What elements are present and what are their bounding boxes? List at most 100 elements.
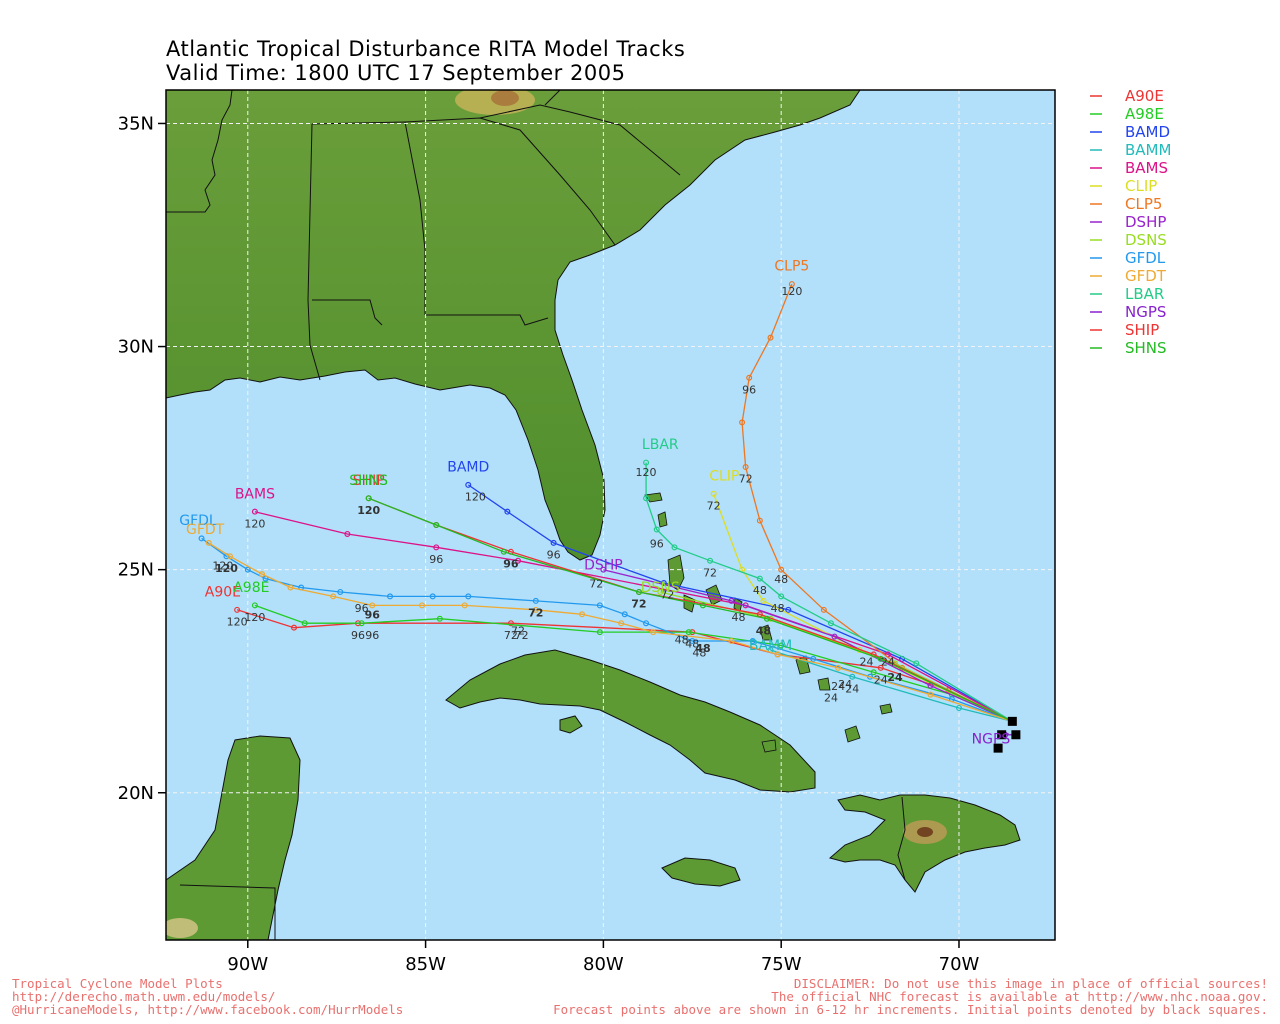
legend-label: GFDT	[1125, 267, 1167, 285]
track-bamd[interactable]	[465, 481, 1013, 722]
model-legend: A90EA98EBAMDBAMMBAMSCLIPCLP5DSHPDSNSGFDL…	[1090, 87, 1171, 357]
legend-item-bamd[interactable]: BAMD	[1090, 123, 1170, 141]
track-label-ngps: NGPS	[972, 732, 1011, 748]
legend-label: A90E	[1125, 87, 1164, 105]
track-point	[699, 602, 706, 609]
forecast-hour-label: 48	[753, 584, 767, 597]
legend-label: NGPS	[1125, 303, 1166, 321]
forecast-hour-label: 72	[504, 629, 518, 642]
forecast-hour-label: 48	[756, 624, 771, 637]
legend-item-clp5[interactable]: CLP5	[1090, 195, 1162, 213]
track-line	[770, 649, 1013, 723]
track-point	[756, 575, 763, 582]
track-line	[603, 569, 1013, 722]
track-point	[515, 557, 522, 564]
legend-item-shns[interactable]: SHNS	[1090, 339, 1167, 357]
forecast-hour-label: 48	[692, 647, 706, 660]
forecast-hour-label: 96	[351, 629, 365, 642]
track-point	[707, 557, 714, 564]
state-borders	[166, 90, 681, 381]
forecast-hour-label: 72	[589, 578, 603, 591]
legend-item-ngps[interactable]: NGPS	[1090, 303, 1166, 321]
legend-item-lbar[interactable]: LBAR	[1090, 285, 1164, 303]
track-point	[244, 566, 251, 573]
forecast-hour-label: 48	[685, 638, 699, 651]
forecast-hour-label: 96	[650, 537, 664, 550]
track-dshp[interactable]	[600, 566, 1013, 722]
track-label-gfdt: GFDT	[186, 522, 225, 538]
lat-tick-label: 35N	[118, 113, 154, 134]
track-shns[interactable]	[365, 495, 1013, 722]
track-point	[259, 571, 266, 578]
track-line	[201, 537, 1013, 723]
legend-item-a98e[interactable]: A98E	[1090, 105, 1164, 123]
forecast-hour-label: 96	[429, 553, 443, 566]
legend-item-clip[interactable]: CLIP	[1090, 177, 1157, 195]
forecast-hour-labels: 120 96 72 48 120 96 72 48 72 48 120 96 72 48 120 96 72 12…	[212, 285, 903, 704]
footer-left-2[interactable]: http://derecho.math.uwm.edu/models/	[12, 989, 275, 1004]
footer-left-1: Tropical Cyclone Model Plots	[12, 976, 223, 991]
track-label-shns: SHNS	[349, 473, 388, 489]
forecast-hour-label: 48	[675, 633, 689, 646]
track-point	[500, 548, 507, 555]
track-label-lbar: LBAR	[642, 437, 679, 453]
legend-label: CLIP	[1125, 177, 1157, 195]
lat-tick-label: 30N	[118, 337, 154, 358]
track-bamm[interactable]	[767, 646, 1013, 723]
legend-item-dsns[interactable]: DSNS	[1090, 231, 1167, 249]
track-label-clip: CLIP	[709, 468, 739, 484]
track-point	[344, 530, 351, 537]
track-point	[291, 624, 298, 631]
footer-right-3: Forecast points above are shown in 6-12 …	[553, 1002, 1268, 1017]
legend-label: GFDL	[1125, 249, 1166, 267]
lat-lon-grid	[166, 90, 1055, 940]
legend-item-a90e[interactable]: A90E	[1090, 87, 1164, 105]
track-line	[467, 484, 1013, 722]
terrain-peak	[491, 90, 519, 106]
lat-tick-label: 25N	[118, 560, 154, 581]
track-point	[877, 664, 884, 671]
initial-point-square	[1007, 716, 1017, 726]
track-point	[831, 633, 838, 640]
track-point	[358, 620, 365, 627]
track-lbar[interactable]	[643, 459, 1013, 722]
track-a98e[interactable]	[251, 602, 1013, 722]
forecast-hour-label: 120	[357, 504, 380, 517]
track-label-ship: SHIP	[353, 473, 385, 489]
track-label-bamm: BAMM	[749, 638, 792, 654]
track-gfdt[interactable]	[205, 539, 1013, 723]
forecast-hour-label: 48	[771, 602, 785, 615]
track-point	[287, 584, 294, 591]
initial-point-square	[993, 743, 1003, 753]
track-point	[596, 629, 603, 636]
footer: Tropical Cyclone Model Plots http://dere…	[12, 976, 1268, 1017]
track-point	[596, 602, 603, 609]
lon-tick-label: 90W	[227, 954, 268, 975]
track-point	[369, 602, 376, 609]
track-label-a90e: A90E	[205, 584, 241, 600]
legend-item-gfdt[interactable]: GFDT	[1090, 267, 1167, 285]
forecast-hour-label: 24	[887, 671, 903, 684]
legend-item-dshp[interactable]: DSHP	[1090, 213, 1166, 231]
track-point	[927, 691, 934, 698]
track-point	[621, 611, 628, 618]
terrain-central-america	[166, 918, 198, 938]
forecast-hour-label: 96	[365, 609, 381, 622]
legend-label: SHIP	[1125, 321, 1159, 339]
legend-item-bamm[interactable]: BAMM	[1090, 141, 1171, 159]
track-point	[643, 495, 650, 502]
forecast-hour-label: 120	[244, 611, 265, 624]
legend-item-bams[interactable]: BAMS	[1090, 159, 1168, 177]
forecast-hour-label: 72	[511, 624, 525, 637]
footer-left-3[interactable]: @HurricaneModels, http://www.facebook.co…	[12, 1002, 403, 1017]
legend-item-ship[interactable]: SHIP	[1090, 321, 1159, 339]
track-point	[330, 593, 337, 600]
footer-right-2: The official NHC forecast is available a…	[771, 989, 1268, 1004]
legend-item-gfdl[interactable]: GFDL	[1090, 249, 1166, 267]
forecast-hour-label: 24	[881, 656, 895, 669]
forecast-hour-label: 96	[503, 557, 519, 570]
legend-label: SHNS	[1125, 339, 1167, 357]
track-line	[712, 493, 1013, 722]
initial-point-square	[1011, 730, 1021, 740]
